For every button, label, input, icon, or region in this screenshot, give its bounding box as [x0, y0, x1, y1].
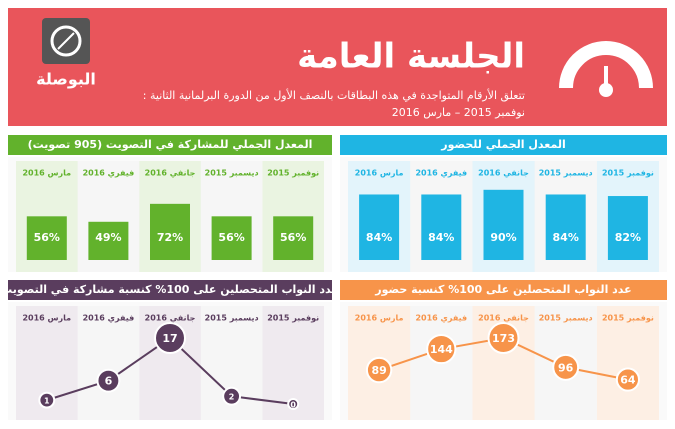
- bar: [211, 216, 252, 260]
- point: [615, 367, 640, 392]
- value-label: 84%: [366, 231, 392, 244]
- category-label: نوفمبر 2015: [267, 314, 319, 323]
- gauge-arc: [559, 41, 653, 89]
- panel-title: عدد النواب المتحصلين على 100% كنسبة مشار…: [1, 283, 339, 296]
- bar: [483, 189, 524, 260]
- point: [154, 322, 186, 354]
- value-label: 89: [371, 364, 386, 377]
- bar: [88, 221, 129, 260]
- value-label: 82%: [615, 231, 641, 244]
- value-label: 72%: [157, 231, 183, 244]
- point: [96, 368, 121, 393]
- bar: [150, 203, 190, 260]
- category-label: ديسمبر 2015: [539, 314, 593, 323]
- bar: [421, 194, 462, 260]
- category-label: مارس 2016: [22, 169, 71, 179]
- column-bg: [596, 306, 659, 420]
- category-label: نوفمبر 2015: [267, 169, 319, 178]
- value-label: 96: [558, 361, 574, 374]
- gauge-icon: [559, 41, 653, 97]
- category-label: ديسمبر 2015: [205, 169, 259, 178]
- value-label: 56%: [218, 231, 244, 244]
- bar: [607, 196, 648, 260]
- category-label: نوفمبر 2015: [602, 314, 654, 323]
- value-label: 56%: [34, 231, 60, 244]
- subtitle: نوفمبر 2015 – مارس 2016: [392, 106, 525, 119]
- header-banner: [8, 8, 667, 126]
- category-label: فيفري 2016: [83, 314, 135, 323]
- panel-title: المعدل الجملي للمشاركة في التصويت (905 ت…: [28, 138, 313, 151]
- value-label: 90%: [490, 231, 516, 244]
- title: الجلسة العامة: [297, 37, 525, 77]
- panel-header: [8, 135, 332, 155]
- value-label: 6: [105, 375, 113, 388]
- category-label: فيفري 2016: [415, 314, 467, 323]
- value-label: 56%: [280, 231, 306, 244]
- logo-text: البوصلة: [36, 70, 96, 89]
- panel-header: [340, 135, 667, 155]
- point: [222, 386, 242, 406]
- panel-header: [340, 280, 667, 300]
- value-label: 2: [229, 393, 235, 402]
- point: [365, 356, 393, 384]
- value-label: 64: [620, 374, 636, 387]
- point: [552, 353, 580, 381]
- logo-compass: [50, 25, 82, 57]
- point: [38, 391, 56, 409]
- logo-needle: [57, 32, 75, 50]
- panel-title: عدد النواب المتحصلين على 100% كنسبة حضور: [374, 283, 631, 296]
- value-label: 17: [162, 332, 177, 345]
- value-label: 0: [290, 401, 296, 410]
- category-label: مارس 2016: [355, 169, 404, 179]
- point: [426, 333, 457, 365]
- value-label: 84%: [553, 231, 579, 244]
- category-label: ديسمبر 2015: [205, 314, 259, 323]
- bar: [26, 216, 67, 260]
- category-label: فيفري 2016: [83, 169, 135, 178]
- category-label: جانفي 2016: [478, 169, 529, 178]
- value-label: 84%: [428, 231, 454, 244]
- value-label: 173: [492, 332, 515, 345]
- bar: [359, 194, 400, 260]
- point: [287, 398, 300, 410]
- bar: [545, 194, 586, 260]
- category-label: نوفمبر 2015: [602, 169, 654, 178]
- category-label: مارس 2016: [355, 314, 404, 324]
- value-label: 49%: [95, 231, 121, 244]
- bar: [273, 216, 314, 260]
- subtitle: تتعلق الأرقام المتواجدة في هذه البطاقات …: [143, 88, 525, 103]
- panel-title: المعدل الجملي للحضور: [440, 138, 565, 151]
- value-label: 1: [44, 397, 50, 406]
- value-label: 144: [430, 343, 453, 356]
- point: [487, 322, 520, 354]
- category-label: جانفي 2016: [145, 314, 196, 323]
- category-label: فيفري 2016: [415, 169, 467, 178]
- category-label: جانفي 2016: [478, 314, 529, 323]
- category-label: جانفي 2016: [145, 169, 196, 178]
- gauge-bulb: [599, 83, 613, 97]
- panel-header: [8, 280, 332, 300]
- category-label: مارس 2016: [22, 314, 71, 324]
- category-label: ديسمبر 2015: [539, 169, 593, 178]
- column-bg: [77, 306, 140, 420]
